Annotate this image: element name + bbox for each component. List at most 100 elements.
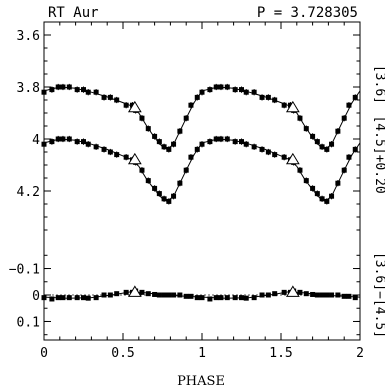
series-3-6-point — [218, 84, 224, 90]
series-color-point — [310, 291, 316, 297]
series-color-point — [166, 292, 172, 298]
series-color-point — [352, 295, 358, 301]
series-3-6-point — [297, 115, 303, 121]
series-4-5-point — [41, 141, 47, 147]
series-3-6-point — [272, 97, 278, 103]
series-3-6-point — [66, 84, 72, 90]
series-color-point — [177, 292, 183, 298]
right-label-3-6: [3.6] — [372, 65, 385, 104]
model-curve-3-6 — [43, 86, 361, 151]
series-color-point — [145, 291, 151, 297]
y-tick-label-lower: 0 — [32, 289, 40, 304]
series-3-6-point — [224, 84, 230, 90]
series-color-point — [324, 292, 330, 298]
series-3-6-point — [199, 89, 205, 95]
series-color-point — [314, 292, 320, 298]
y-tick-label-lower: 0.1 — [17, 315, 40, 330]
series-4-5-point — [243, 141, 249, 147]
series-4-5-point — [194, 146, 200, 152]
series-4-5-point — [114, 152, 120, 158]
series-color-point — [139, 289, 145, 295]
series-color-point — [341, 293, 347, 299]
series-4-5-point — [324, 198, 330, 204]
series-color-point — [188, 293, 194, 299]
series-3-6-point — [55, 84, 61, 90]
series-3-6-point — [171, 141, 177, 147]
series-3-6-open-triangle — [285, 100, 300, 113]
series-color-open-triangle — [285, 285, 300, 297]
series-4-5-point — [224, 136, 230, 142]
series-4-5-point — [188, 154, 194, 160]
series-4-5-point — [66, 136, 72, 142]
series-color-point — [171, 292, 177, 298]
series-4-5-point — [213, 136, 219, 142]
series-3-6-point — [335, 128, 341, 134]
series-color-point — [218, 295, 224, 301]
series-4-5-point — [152, 185, 158, 191]
series-color-point — [335, 292, 341, 298]
right-label-color: [3.6]−[4.5] — [372, 252, 385, 338]
series-3-6-point — [346, 102, 352, 108]
series-4-5-point — [207, 139, 213, 145]
axis-ticks — [43, 21, 361, 340]
series-3-6-point — [324, 146, 330, 152]
series-color-point — [156, 292, 162, 298]
series-color-point — [224, 295, 230, 301]
model-curves — [43, 86, 361, 299]
series-3-6-point — [49, 87, 55, 93]
series-4-5-point — [218, 136, 224, 142]
series-4-5-point — [123, 154, 129, 160]
series-3-6-point — [188, 102, 194, 108]
series-color-point — [319, 292, 325, 298]
series-color-point — [207, 296, 213, 302]
series-3-6-point — [123, 102, 129, 108]
series-4-5-point — [101, 146, 107, 152]
series-4-5-point — [161, 196, 167, 202]
series-color-point — [123, 289, 129, 295]
open-triangle-markers — [127, 100, 300, 297]
series-3-6-point — [145, 126, 151, 132]
y-tick-label-upper: 4.2 — [17, 185, 40, 200]
series-4-5-point — [352, 146, 358, 152]
series-color-point — [281, 289, 287, 295]
series-4-5-point — [310, 185, 316, 191]
series-4-5-point — [55, 136, 61, 142]
series-4-5-point — [93, 144, 99, 150]
data-points — [41, 84, 358, 302]
series-4-5-point — [166, 198, 172, 204]
series-4-5-open-triangle — [285, 152, 300, 165]
series-4-5-point — [314, 191, 320, 197]
y-tick-label-upper: 3.8 — [17, 81, 40, 96]
title-left: RT Aur — [48, 5, 99, 21]
series-3-6-open-triangle — [127, 100, 142, 113]
series-3-6-point — [152, 133, 158, 139]
series-3-6-point — [265, 94, 271, 100]
series-4-5-open-triangle — [127, 152, 142, 165]
y-tick-label-lower: −0.1 — [9, 263, 40, 278]
x-tick-label: 1 — [198, 346, 206, 361]
series-4-5-point — [183, 167, 189, 173]
x-tick-label: 0.5 — [111, 346, 134, 361]
series-3-6-point — [314, 139, 320, 145]
series-color-point — [303, 291, 309, 297]
series-3-6-point — [139, 115, 145, 121]
series-3-6-point — [329, 141, 335, 147]
series-color-point — [49, 296, 55, 302]
y-tick-label-upper: 4 — [32, 133, 40, 148]
series-3-6-point — [259, 94, 265, 100]
series-color-point — [213, 295, 219, 301]
series-4-5-point — [85, 141, 91, 147]
series-color-point — [114, 291, 120, 297]
axis-labels: RT Aur P = 3.728305 PHASE 0 0.5 1 1.5 2 3.6 3.… — [9, 5, 385, 388]
series-color-point — [55, 295, 61, 301]
series-4-5-point — [177, 180, 183, 186]
x-tick-label: 1.5 — [269, 346, 292, 361]
series-3-6-point — [101, 94, 107, 100]
series-color-point — [239, 295, 244, 301]
x-tick-label: 0 — [40, 346, 48, 361]
series-color-point — [107, 292, 113, 298]
series-3-6-point — [177, 128, 183, 134]
series-3-6-point — [93, 89, 99, 95]
series-color-point — [243, 295, 249, 301]
series-color-point — [272, 291, 278, 297]
